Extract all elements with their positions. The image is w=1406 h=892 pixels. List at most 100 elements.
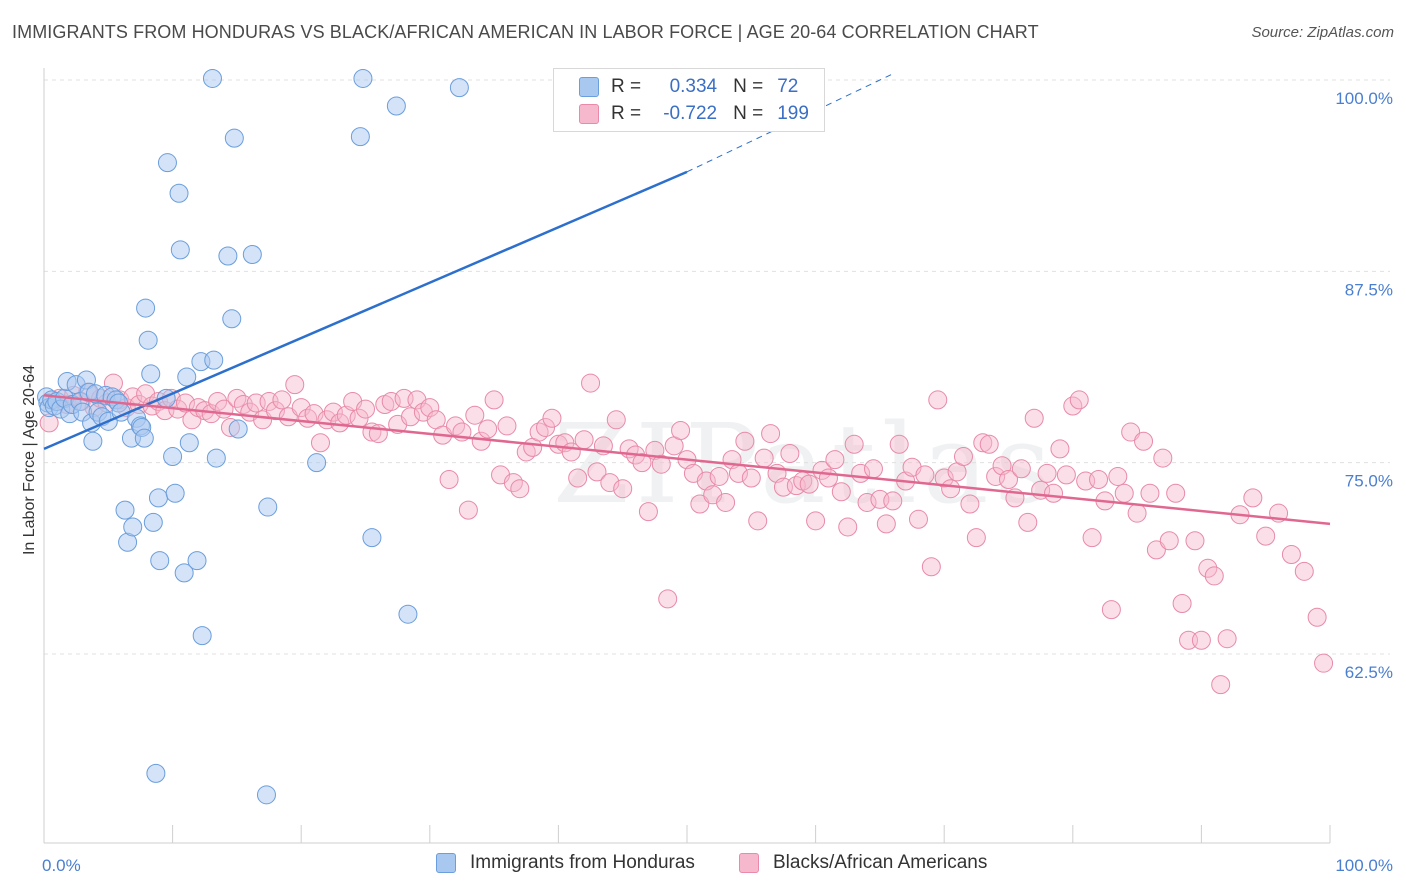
data-point-honduras bbox=[222, 309, 242, 329]
legend-swatch-honduras bbox=[579, 77, 599, 97]
data-point-blacks bbox=[908, 509, 928, 529]
data-point-blacks bbox=[658, 589, 678, 609]
axes bbox=[43, 68, 1331, 844]
data-point-blacks bbox=[818, 468, 838, 488]
data-point-blacks bbox=[825, 450, 845, 470]
data-point-blacks bbox=[651, 454, 671, 474]
data-point-blacks bbox=[941, 479, 961, 499]
data-point-blacks bbox=[310, 433, 330, 453]
data-point-blacks bbox=[921, 557, 941, 577]
data-point-honduras bbox=[170, 240, 190, 260]
legend: R = 0.334 N = 72 R = -0.722 N = 199 bbox=[553, 68, 825, 132]
bottom-legend: Immigrants from Honduras Blacks/African … bbox=[0, 852, 1406, 878]
data-point-blacks bbox=[973, 433, 993, 453]
data-point-blacks bbox=[735, 431, 755, 451]
data-point-blacks bbox=[587, 462, 607, 482]
data-point-blacks bbox=[966, 528, 986, 548]
data-point-blacks bbox=[1166, 483, 1186, 503]
y-tick-label: 62.5% bbox=[1345, 663, 1393, 682]
data-point-honduras bbox=[307, 453, 327, 473]
data-point-honduras bbox=[165, 483, 185, 503]
data-point-honduras bbox=[169, 183, 189, 203]
data-point-blacks bbox=[478, 419, 498, 439]
source-label: Source: ZipAtlas.com bbox=[1251, 24, 1394, 41]
data-point-blacks bbox=[574, 430, 594, 450]
data-point-blacks bbox=[671, 421, 691, 441]
bottom-legend-blacks: Blacks/African Americans bbox=[739, 852, 987, 874]
data-point-blacks bbox=[510, 479, 530, 499]
data-point-blacks bbox=[716, 492, 736, 512]
bottom-legend-swatch-blacks bbox=[739, 853, 759, 873]
data-point-blacks bbox=[915, 465, 935, 485]
data-point-blacks bbox=[812, 460, 832, 480]
legend-row-honduras: R = 0.334 N = 72 bbox=[554, 73, 798, 101]
data-point-blacks bbox=[709, 466, 729, 486]
data-point-honduras bbox=[192, 626, 212, 646]
data-point-honduras bbox=[174, 563, 194, 583]
legend-row-blacks: R = -0.722 N = 199 bbox=[554, 100, 809, 128]
data-point-honduras bbox=[386, 96, 406, 116]
data-point-blacks bbox=[465, 405, 485, 425]
legend-n-label: N = bbox=[733, 76, 764, 97]
data-point-blacks bbox=[484, 390, 504, 410]
data-point-honduras bbox=[202, 68, 222, 88]
data-point-blacks bbox=[1069, 390, 1089, 410]
data-point-blacks bbox=[876, 514, 896, 534]
data-point-blacks bbox=[381, 391, 401, 411]
data-point-blacks bbox=[1185, 531, 1205, 551]
data-point-blacks bbox=[1211, 675, 1231, 695]
tick-labels: 100.0% 87.5% 75.0% 62.5% 0.0% 100.0% bbox=[42, 89, 1393, 875]
data-point-blacks bbox=[1172, 593, 1192, 613]
data-point-honduras bbox=[224, 128, 244, 148]
data-point-honduras bbox=[83, 431, 103, 451]
data-point-blacks bbox=[986, 466, 1006, 486]
data-point-blacks bbox=[1127, 503, 1147, 523]
data-point-blacks bbox=[883, 491, 903, 511]
data-point-blacks bbox=[1024, 408, 1044, 428]
data-point-blacks bbox=[1121, 422, 1141, 442]
legend-r-label: R = bbox=[611, 76, 642, 97]
data-point-honduras bbox=[123, 517, 143, 537]
data-point-blacks bbox=[401, 407, 421, 427]
data-point-blacks bbox=[471, 431, 491, 451]
series-blacks-points bbox=[39, 373, 1334, 695]
data-point-blacks bbox=[1140, 483, 1160, 503]
legend-r-label: R = bbox=[611, 103, 642, 124]
data-point-blacks bbox=[838, 517, 858, 537]
data-point-blacks bbox=[356, 399, 375, 419]
data-point-honduras bbox=[258, 497, 278, 517]
data-point-honduras bbox=[206, 448, 226, 468]
data-point-blacks bbox=[1204, 566, 1224, 586]
grid-lines bbox=[44, 79, 1390, 655]
data-point-blacks bbox=[748, 511, 768, 531]
data-point-honduras bbox=[362, 528, 382, 548]
data-point-honduras bbox=[138, 330, 158, 350]
data-point-honduras bbox=[115, 500, 135, 520]
data-point-blacks bbox=[536, 417, 556, 437]
data-point-blacks bbox=[439, 470, 459, 490]
data-point-blacks bbox=[208, 391, 228, 411]
data-point-honduras bbox=[177, 367, 197, 387]
data-point-blacks bbox=[953, 447, 973, 467]
legend-r-value: 0.334 bbox=[669, 76, 718, 97]
y-tick-label: 87.5% bbox=[1345, 280, 1393, 299]
data-point-honduras bbox=[242, 244, 262, 264]
data-point-blacks bbox=[1307, 607, 1327, 627]
data-point-blacks bbox=[613, 479, 633, 499]
data-point-honduras bbox=[150, 551, 170, 571]
data-point-blacks bbox=[253, 410, 273, 430]
data-point-blacks bbox=[323, 402, 343, 422]
y-tick-label: 75.0% bbox=[1345, 472, 1393, 491]
chart-title: IMMIGRANTS FROM HONDURAS VS BLACK/AFRICA… bbox=[12, 22, 1039, 42]
data-point-blacks bbox=[285, 375, 305, 395]
legend-n-value: 199 bbox=[777, 103, 809, 124]
data-point-honduras bbox=[228, 419, 248, 439]
data-point-blacks bbox=[175, 393, 195, 413]
data-point-blacks bbox=[1314, 653, 1334, 673]
x-tick-label: 0.0% bbox=[42, 856, 81, 875]
data-point-blacks bbox=[420, 398, 440, 418]
data-point-blacks bbox=[581, 373, 601, 393]
data-point-blacks bbox=[844, 434, 864, 454]
data-point-blacks bbox=[458, 500, 478, 520]
data-point-blacks bbox=[754, 448, 774, 468]
